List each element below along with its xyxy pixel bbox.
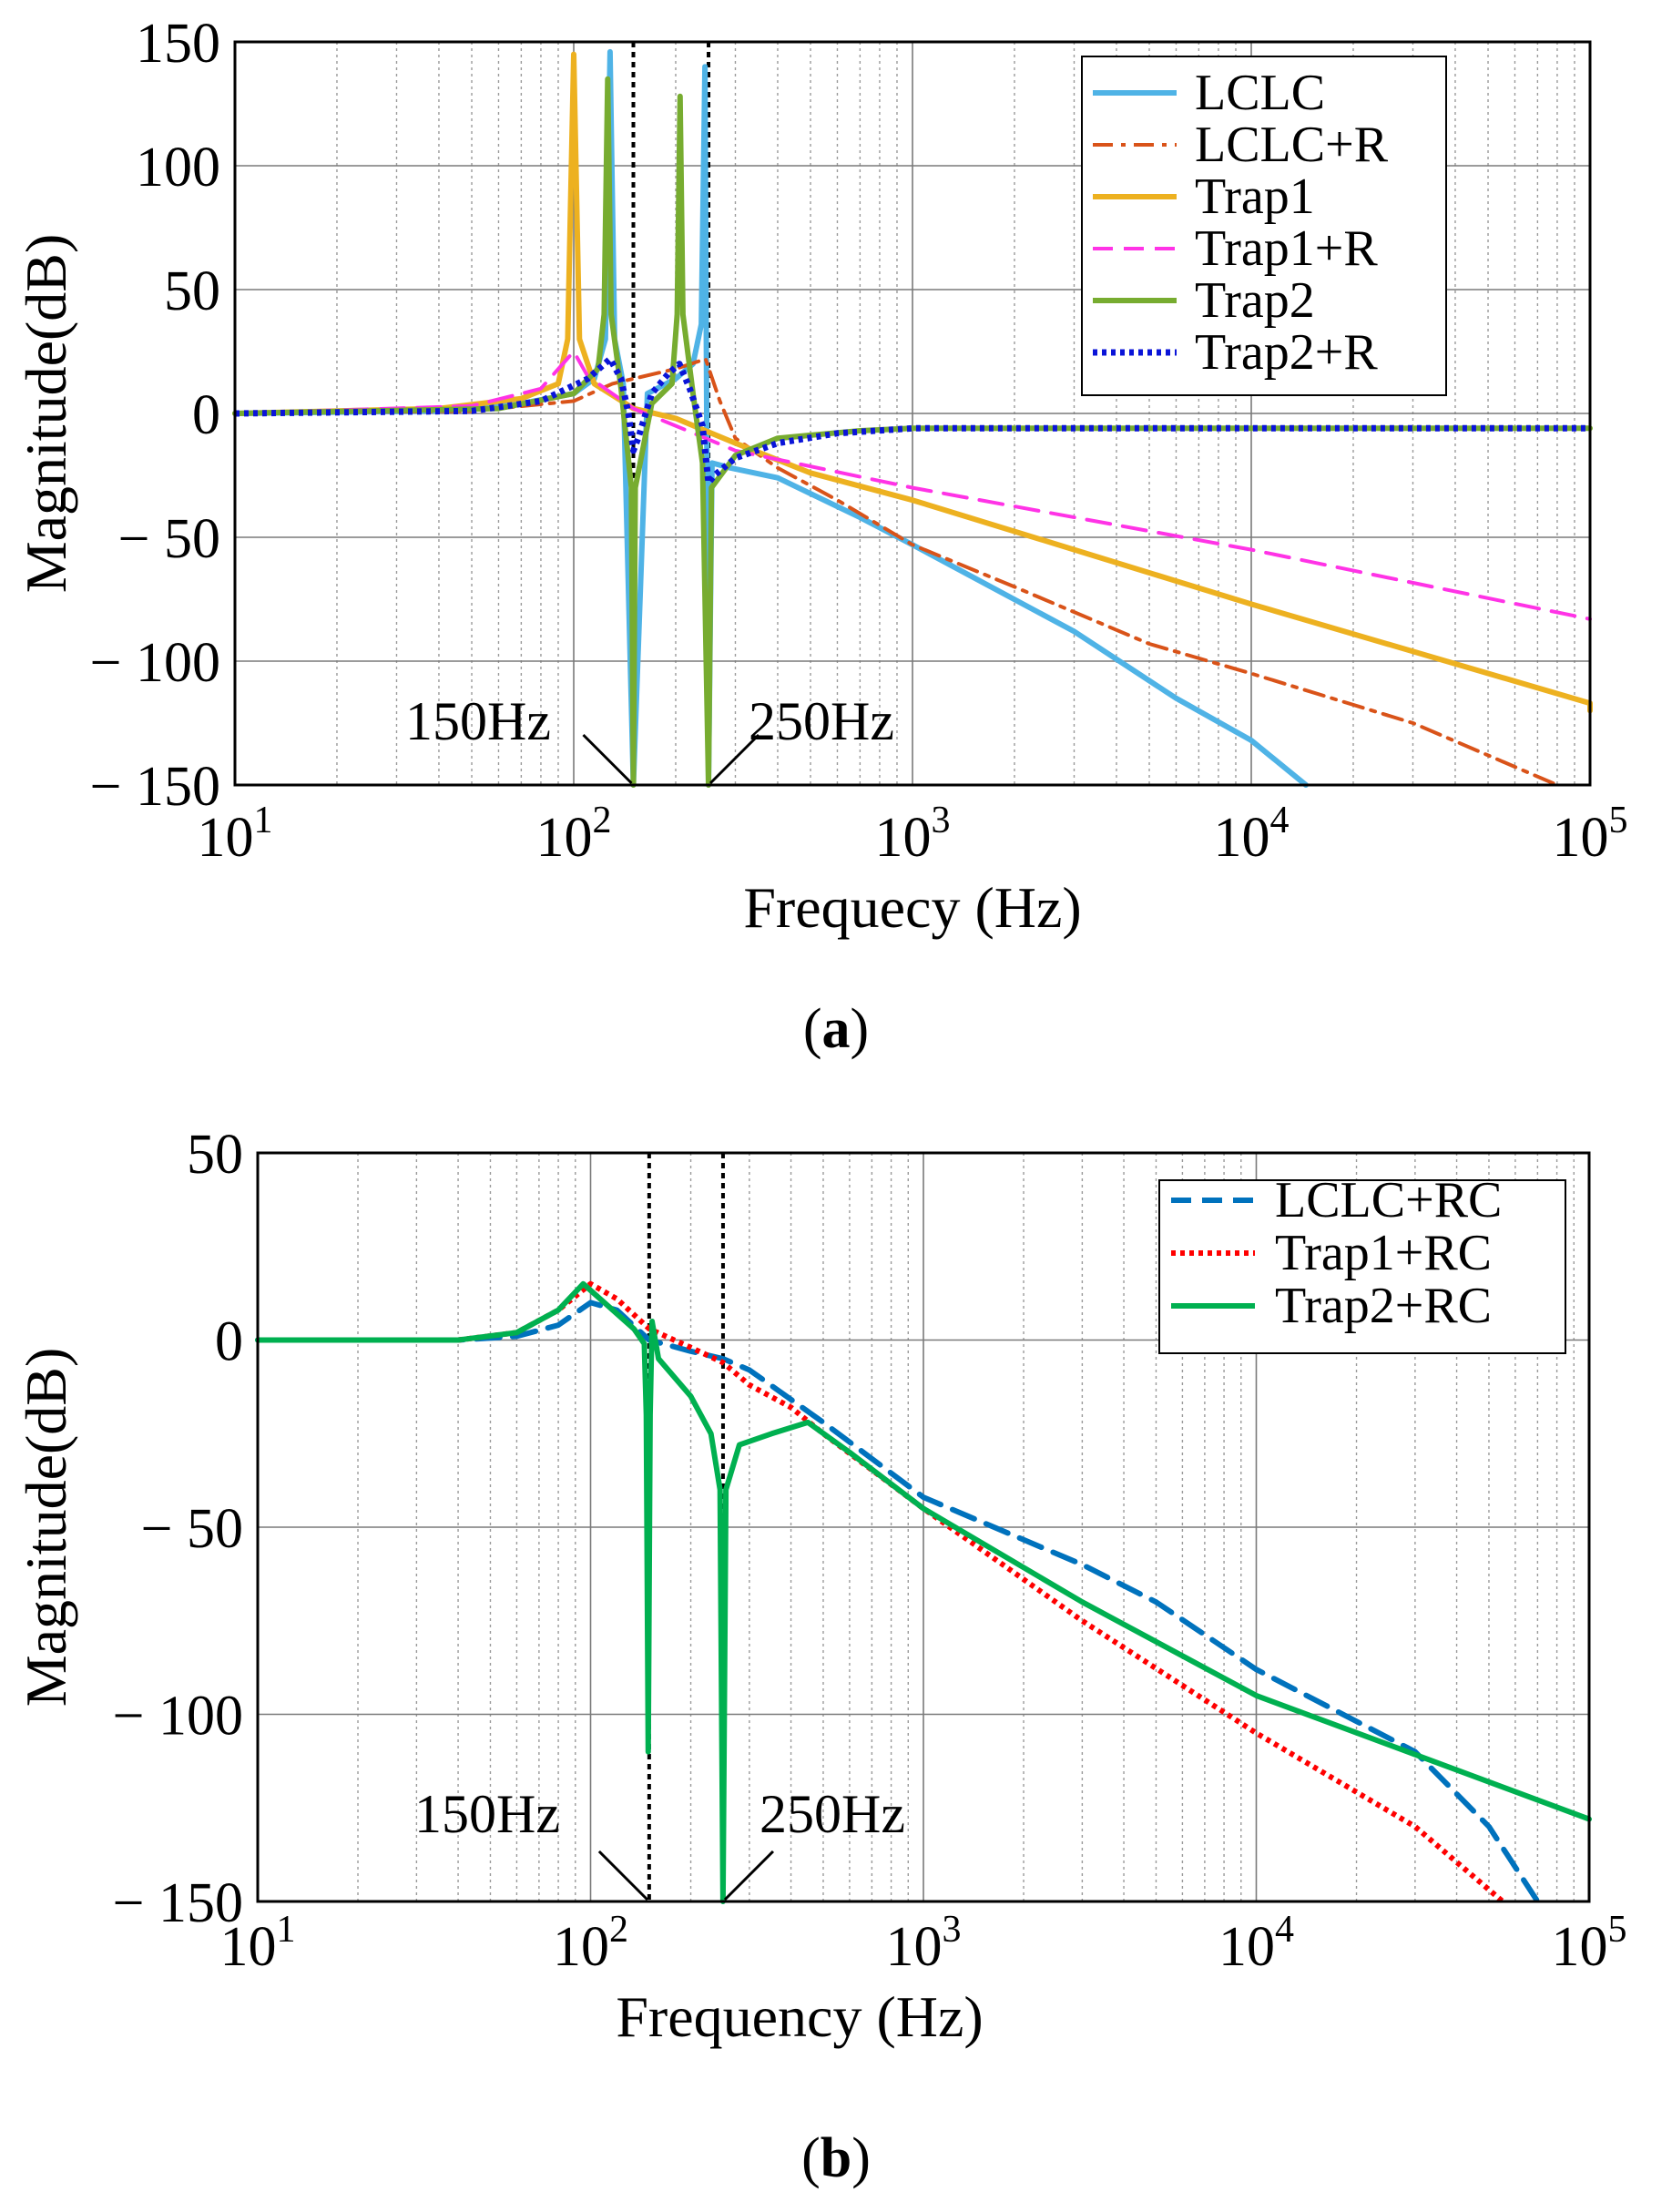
annotation-leader — [709, 733, 760, 785]
x-tick-label: 101 — [198, 800, 273, 869]
x-tick-label: 104 — [1218, 1909, 1294, 1978]
annotation-150hz: 150Hz — [405, 691, 551, 751]
plot-frame-b — [256, 1151, 1591, 1903]
y-axis-label-b: Magnitude(dB) — [14, 1348, 78, 1707]
annotation-leader — [597, 1850, 648, 1901]
caption-a: (a) — [803, 998, 869, 1060]
y-tick-labels-b: 50 0 − 50 − 100 − 150 — [113, 1124, 243, 1934]
legend-box-a — [1081, 56, 1447, 396]
legend-label: Trap2+RC — [1275, 1278, 1492, 1334]
plot-frame-a — [233, 40, 1592, 787]
series-group-a — [232, 48, 1593, 788]
annotation-250hz: 250Hz — [749, 691, 894, 751]
caption-b: (b) — [801, 2127, 871, 2189]
series-line-trap2 — [232, 76, 1593, 788]
series-line-trap1-r — [233, 350, 1592, 621]
y-tick-label: − 100 — [90, 632, 220, 694]
annotations-a: 150Hz 250Hz — [405, 691, 894, 785]
x-tick-label: 102 — [536, 800, 612, 869]
legend-label: Trap2 — [1195, 272, 1315, 329]
y-tick-label: 0 — [192, 384, 220, 446]
x-tick-label: 105 — [1553, 800, 1628, 869]
x-tick-label: 103 — [886, 1909, 962, 1978]
y-axis-label-a: Magnitude(dB) — [14, 234, 78, 594]
series-line-trap1 — [232, 51, 1593, 714]
legend-box-b — [1158, 1179, 1566, 1354]
y-tick-label: − 50 — [141, 1498, 243, 1560]
y-tick-label: − 100 — [113, 1686, 243, 1748]
y-tick-label: 0 — [215, 1311, 243, 1373]
x-tick-labels-a: 101 102 103 104 105 — [198, 800, 1628, 869]
y-tick-label: − 150 — [113, 1872, 243, 1934]
y-tick-label: 150 — [136, 13, 220, 75]
legend-label: Trap2+R — [1195, 324, 1378, 381]
x-tick-labels-b: 101 102 103 104 105 — [220, 1909, 1627, 1978]
y-tick-label: 100 — [136, 137, 220, 199]
series-line-trap1-rc — [258, 1280, 1505, 1904]
x-tick-label: 105 — [1552, 1909, 1627, 1978]
legend-label: LCLC+R — [1195, 117, 1389, 173]
annotation-leader — [582, 733, 633, 785]
series-line-lclc-rc — [255, 1300, 1541, 1904]
series-line-trap2-rc — [255, 1280, 1592, 1904]
y-tick-label: − 50 — [118, 508, 220, 570]
y-tick-label: − 150 — [90, 756, 220, 818]
annotations-b: 150Hz 250Hz — [414, 1784, 905, 1901]
y-tick-label: 50 — [187, 1124, 243, 1186]
chart-b: 50 0 − 50 − 100 − 150 101 102 103 104 105 150Hz 2… — [14, 1124, 1627, 2049]
x-tick-label: 102 — [553, 1909, 628, 1978]
x-tick-label: 101 — [220, 1909, 296, 1978]
legend-label: LCLC+RC — [1275, 1172, 1502, 1228]
series-line-trap2-r — [234, 355, 1590, 486]
x-tick-label: 104 — [1214, 800, 1290, 869]
x-axis-label-a: Frequecy (Hz) — [743, 875, 1081, 940]
y-tick-label: 50 — [164, 260, 220, 322]
annotation-150hz: 150Hz — [414, 1784, 560, 1844]
x-axis-label-b: Frequency (Hz) — [616, 1984, 983, 2049]
annotation-leader — [723, 1850, 775, 1901]
legend-label: Trap1+R — [1195, 220, 1378, 277]
legend-label: Trap1 — [1195, 168, 1315, 225]
series-group-b — [255, 1280, 1592, 1904]
y-tick-labels-a: 150 100 50 0 − 50 − 100 − 150 — [90, 13, 220, 818]
x-tick-label: 103 — [875, 800, 951, 869]
legend-label: LCLC — [1195, 65, 1325, 121]
annotation-250hz: 250Hz — [760, 1784, 905, 1844]
legend-label: Trap1+RC — [1275, 1225, 1492, 1281]
